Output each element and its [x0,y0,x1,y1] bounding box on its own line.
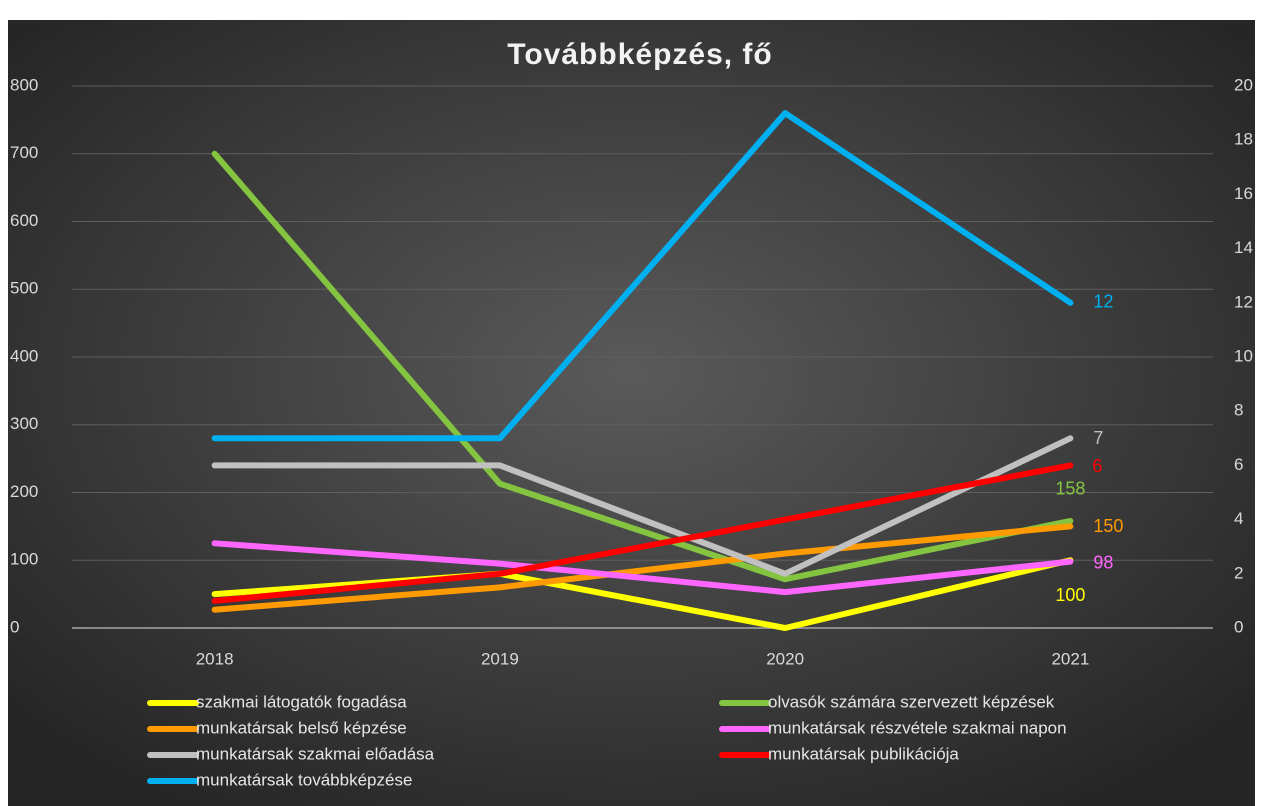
y2-tick-label: 2 [1234,563,1243,582]
y2-tick-label: 6 [1234,455,1243,474]
y-tick-label: 400 [10,346,38,365]
series-line [211,523,1074,613]
y2-tick-label: 20 [1234,75,1253,94]
y-tick-label: 100 [10,550,38,569]
legend-label: olvasók számára szervezett képzések [768,692,1055,711]
series-line [211,557,1074,631]
legend-label: munkatársak publikációja [768,744,959,763]
y2-tick-label: 4 [1234,509,1243,528]
series-line [211,110,1074,442]
series-line [211,540,1074,596]
y2-tick-label: 0 [1234,617,1243,636]
chart-background [8,20,1255,806]
data-label: 150 [1093,516,1123,536]
legend-label: munkatársak belső képzése [196,718,407,737]
y2-tick-label: 16 [1234,184,1253,203]
y-tick-label: 200 [10,482,38,501]
data-label: 12 [1093,292,1113,312]
y-tick-label: 300 [10,414,38,433]
y-tick-label: 0 [10,617,19,636]
data-label: 158 [1055,479,1085,499]
y-tick-label: 800 [10,75,38,94]
x-tick-label: 2019 [481,649,519,668]
series-line [211,150,1074,583]
data-label: 98 [1093,552,1113,572]
legend-label: munkatársak továbbképzése [196,770,412,789]
data-label: 100 [1055,585,1085,605]
legend-label: szakmai látogatók fogadása [196,692,407,711]
y-tick-label: 600 [10,211,38,230]
series-line [211,435,1074,577]
x-tick-label: 2018 [196,649,234,668]
legend-label: munkatársak részvétele szakmai napon [768,718,1067,737]
y-tick-label: 700 [10,143,38,162]
y-tick-label: 500 [10,279,38,298]
y2-tick-label: 8 [1234,401,1243,420]
y2-tick-label: 10 [1234,346,1253,365]
y2-tick-label: 14 [1234,238,1253,257]
series-line [211,462,1074,604]
data-label: 6 [1092,456,1102,476]
legend-label: munkatársak szakmai előadása [196,744,435,763]
chart-title: Továbbképzés, fő [507,38,773,71]
x-tick-label: 2021 [1051,649,1089,668]
y2-tick-label: 12 [1234,292,1253,311]
y2-tick-label: 18 [1234,130,1253,149]
x-tick-label: 2020 [766,649,804,668]
data-label: 7 [1093,428,1103,448]
